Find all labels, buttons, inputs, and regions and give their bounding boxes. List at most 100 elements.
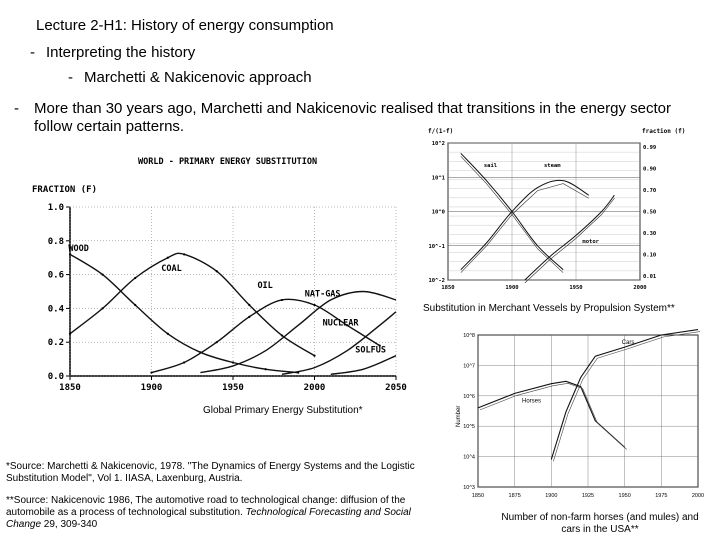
data-point (264, 368, 267, 371)
data-point (231, 361, 235, 364)
global-energy-chart: WORLD - PRIMARY ENERGY SUBSTITUTION FRAC… (28, 150, 408, 400)
x-tick-label: 1900 (545, 493, 557, 499)
y-tick-label: 10^1 (432, 175, 446, 181)
series-label-coal: COAL (161, 264, 181, 274)
data-point (150, 371, 153, 374)
y-axis-label: f/(1-f) (428, 128, 453, 135)
y2-tick-label: 0.10 (643, 253, 656, 259)
subheading-1: - Interpreting the history (30, 44, 195, 61)
y-tick-label: 0.8 (48, 237, 64, 247)
data-point (378, 344, 381, 347)
data-point (248, 315, 251, 318)
data-point (280, 334, 283, 337)
source-1: *Source: Marchetti & Nakicenovic, 1978. … (6, 461, 415, 484)
x-tick-label: 2000 (633, 285, 646, 291)
series-fit-steam (460, 183, 589, 273)
source-2-text: **Source: Nakicenovic 1986, The automoti… (6, 495, 406, 518)
y-axis-label: Number (456, 406, 462, 427)
series-label-oil: OIL (257, 281, 272, 291)
y2-tick-label: 0.99 (643, 145, 656, 151)
x-tick-label: 1850 (472, 493, 484, 499)
y-tick-label: 10^3 (463, 485, 475, 491)
series-fit-motor (524, 198, 615, 284)
dash-marker: - (68, 69, 73, 86)
x-tick-label: 2000 (304, 383, 326, 393)
series-label-steam: steam (544, 163, 561, 169)
merchant-vessels-chart: f/(1-f) fraction (f) 10^2 10^1 10^0 10^-1 10… (420, 125, 690, 295)
data-point (215, 270, 218, 273)
y-tick-label: 10^-2 (428, 278, 445, 284)
y-tick-label: 0.2 (48, 338, 64, 348)
series-fit-horses (479, 382, 627, 450)
x-tick-label: 1925 (582, 493, 594, 499)
series-line-horses (477, 380, 626, 448)
x-tick-label: 1850 (441, 285, 454, 291)
y2-tick-label: 0.30 (643, 231, 656, 237)
series-label-nat-gas: NAT-GAS (305, 290, 341, 300)
y-tick-label: 10^5 (463, 424, 475, 430)
subheading-1-text: Interpreting the history (46, 44, 196, 61)
dash-marker: - (14, 100, 19, 117)
y2-tick-label: 0.90 (643, 167, 656, 173)
series-line-wood (69, 253, 299, 374)
y-tick-label: 1.0 (48, 203, 64, 213)
subheading-2-text: Marchetti & Nakicenovic approach (84, 69, 312, 86)
y2-axis-label: fraction (f) (642, 128, 685, 135)
usa-horses-cars-chart-svg: Number 10^8 10^7 10^6 10^5 10^4 10^3 1850 1875 1… (456, 329, 704, 499)
x-tick-label: 1850 (59, 383, 81, 393)
data-point (101, 307, 104, 310)
dash-marker: - (30, 44, 35, 61)
source-2-journal: Technological Forecasting and Social Cha… (6, 507, 411, 530)
y-tick-label: 10^4 (463, 455, 475, 461)
data-point (134, 303, 137, 307)
bullet-text: More than 30 years ago, Marchetti and Na… (34, 100, 672, 135)
global-energy-chart-svg: WORLD - PRIMARY ENERGY SUBSTITUTION FRAC… (32, 157, 407, 393)
series-line-cars (550, 329, 699, 460)
data-point (68, 253, 72, 256)
data-point (280, 298, 283, 302)
series-label-motor: motor (582, 239, 599, 245)
source-2: **Source: Nakicenovic 1986, The automoti… (6, 495, 416, 531)
y2-tick-label: 0.70 (643, 188, 656, 194)
caption-merchant: Substitution in Merchant Vessels by Prop… (423, 303, 675, 314)
data-point (134, 276, 137, 280)
y-tick-label: 10^0 (432, 210, 445, 216)
data-point (183, 253, 186, 256)
y-tick-label: 10^2 (432, 141, 445, 147)
series-line-coal (69, 252, 315, 357)
slide-title-rest: : History of energy consumption (122, 17, 334, 34)
series-label-sail: sail (484, 163, 497, 169)
series-line-nuclear (281, 311, 397, 375)
chart-title: WORLD - PRIMARY ENERGY SUBSTITUTION (138, 157, 317, 167)
data-point (68, 332, 72, 335)
usa-horses-cars-chart: Number 10^8 10^7 10^6 10^5 10^4 10^3 1850 1875 1… (450, 327, 712, 505)
series-label-nuclear: NUCLEAR (323, 318, 360, 328)
y-tick-label: 10^-1 (428, 244, 445, 250)
x-tick-label: 1975 (655, 493, 667, 499)
series-line-steam (460, 179, 590, 271)
series-fit-cars (553, 331, 701, 462)
x-tick-label: 2000 (692, 493, 704, 499)
y-tick-label: 0.4 (48, 304, 65, 314)
series-line-nat-gas (200, 290, 397, 374)
data-point (346, 324, 349, 327)
x-tick-label: 1900 (505, 285, 518, 291)
x-tick-label: 1950 (222, 383, 244, 393)
caption-usa: Number of non-farm horses (and mules) an… (501, 512, 699, 535)
subheading-2: - Marchetti & Nakicenovic approach (68, 69, 312, 86)
y-tick-label: 0.0 (48, 372, 64, 382)
data-point (101, 273, 104, 276)
source-2-pages: 29, 309-340 (41, 519, 98, 530)
x-tick-label: 1950 (619, 493, 631, 499)
y-axis-label: FRACTION (F) (32, 185, 97, 195)
series-label-horses: Horses (522, 399, 541, 405)
y-tick-label: 10^6 (463, 394, 475, 400)
data-point (215, 341, 218, 344)
series-label-solfus: SOLFUS (355, 345, 386, 355)
y2-tick-label: 0.50 (643, 210, 656, 216)
slide-title: Lecture 2-H1: History of energy consumpt… (36, 17, 334, 34)
series-label-wood: WOOD (68, 244, 88, 254)
series-label-cars: Cars (622, 340, 635, 346)
data-point (313, 354, 316, 357)
data-point (183, 361, 186, 364)
